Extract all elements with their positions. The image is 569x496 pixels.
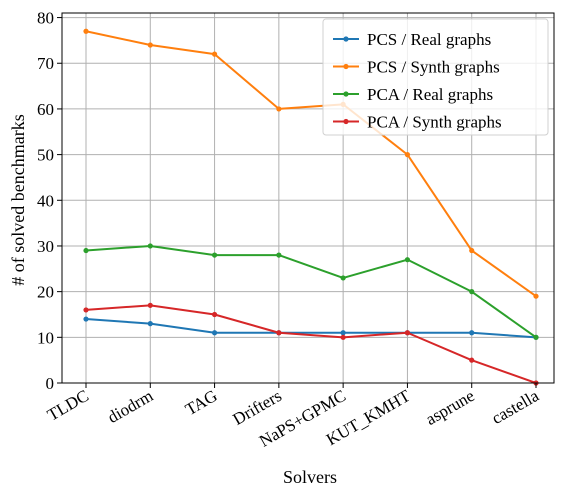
series-0: [83, 316, 539, 340]
series-1: [83, 28, 539, 299]
data-point: [147, 243, 153, 249]
legend-item: PCS / Synth graphs: [333, 58, 500, 77]
data-point: [469, 247, 475, 254]
legend-item: PCA / Synth graphs: [333, 113, 502, 132]
y-tick-label: 70: [37, 54, 54, 73]
y-tick-label: 80: [37, 9, 54, 28]
x-tick-label: castella: [488, 386, 542, 428]
series-2: [83, 243, 539, 340]
series-line: [85, 30, 537, 298]
y-tick-label: 30: [37, 237, 54, 256]
data-point: [533, 334, 539, 340]
legend-marker: [343, 118, 349, 125]
data-point: [83, 28, 89, 34]
data-point: [340, 334, 346, 340]
x-axis-label: Solvers: [283, 467, 337, 487]
data-point: [83, 247, 89, 254]
data-point: [147, 302, 153, 308]
legend: PCS / Real graphs PCS / Synth graphs PCA /…: [322, 18, 549, 136]
legend-marker: [343, 63, 349, 70]
x-tick-label: asprune: [422, 386, 477, 429]
legend-item: PCS / Real graphs: [333, 30, 491, 49]
data-point: [469, 330, 475, 336]
data-point: [147, 321, 153, 327]
data-point: [276, 252, 282, 258]
legend-label: PCA / Synth graphs: [367, 113, 502, 132]
legend-label: PCS / Synth graphs: [367, 58, 500, 77]
data-point: [404, 330, 411, 336]
grid: [62, 13, 554, 384]
y-tick-label: 20: [37, 283, 54, 302]
x-tick-label: diodrm: [104, 386, 156, 427]
y-axis-label: # of solved benchmarks: [8, 114, 28, 285]
data-point: [469, 357, 475, 363]
data-point: [147, 42, 153, 48]
data-point: [340, 275, 346, 281]
legend-label: PCS / Real graphs: [367, 30, 491, 49]
data-point: [340, 330, 346, 336]
legend-marker: [343, 91, 349, 97]
data-point: [211, 311, 218, 318]
legend-marker: [343, 36, 349, 42]
plot-frame: [61, 12, 555, 384]
data-point: [276, 330, 282, 336]
data-point: [83, 307, 89, 313]
data-point: [404, 257, 411, 263]
legend-item: PCA / Real graphs: [333, 85, 493, 104]
data-point: [469, 289, 475, 295]
legend-box: [322, 18, 549, 136]
y-tick-label: 10: [37, 328, 54, 347]
x-tick-label: TAG: [182, 386, 221, 419]
data-point: [404, 152, 411, 158]
y-tick-label: 50: [37, 146, 54, 165]
series-layer: [83, 28, 539, 386]
data-point: [533, 293, 539, 299]
y-tick-label: 40: [37, 191, 54, 210]
series-line: [85, 304, 537, 384]
data-point: [211, 51, 218, 57]
data-point: [211, 252, 218, 258]
y-axis: 0 10 20 30 40 50 60 70 80: [37, 9, 62, 393]
data-point: [276, 106, 282, 112]
legend-label: PCA / Real graphs: [367, 85, 493, 104]
series-line: [85, 244, 537, 339]
data-point: [211, 330, 218, 336]
series-line: [85, 318, 537, 339]
series-3: [83, 302, 539, 386]
y-tick-label: 60: [37, 100, 54, 119]
data-point: [83, 316, 89, 322]
y-tick-label: 0: [46, 374, 55, 393]
